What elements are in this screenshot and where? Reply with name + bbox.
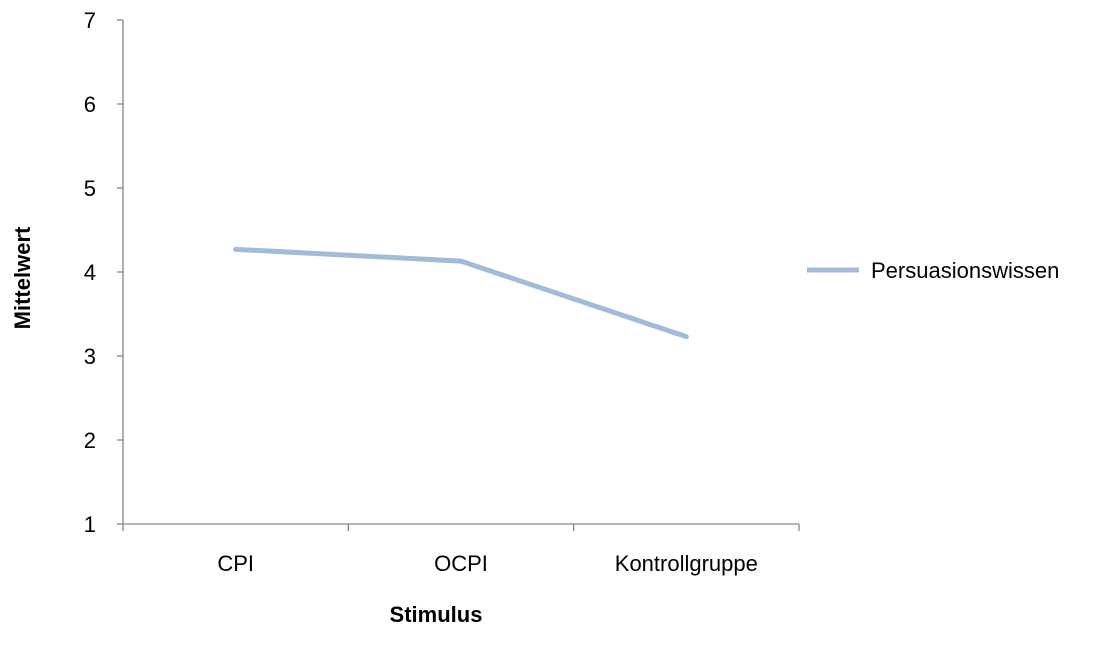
x-tick-label: OCPI xyxy=(434,551,488,576)
x-axis: CPI OCPI Kontrollgruppe xyxy=(122,523,800,576)
y-axis-title: Mittelwert xyxy=(10,226,35,329)
y-tick-label: 3 xyxy=(84,344,96,369)
series-line xyxy=(233,246,689,340)
y-tick-label: 1 xyxy=(84,512,96,537)
y-tick-label: 6 xyxy=(84,92,96,117)
x-axis-title: Stimulus xyxy=(390,602,483,627)
x-tick-label: Kontrollgruppe xyxy=(615,551,758,576)
y-tick-label: 2 xyxy=(84,428,96,453)
y-tick-label: 5 xyxy=(84,176,96,201)
y-tick-label: 4 xyxy=(84,260,96,285)
series-layer xyxy=(233,246,689,340)
y-axis: 1 2 3 4 5 6 7 xyxy=(84,8,124,537)
y-tick-label: 7 xyxy=(84,8,96,33)
legend-label: Persuasionswissen xyxy=(871,258,1059,283)
legend: Persuasionswissen xyxy=(807,258,1059,283)
x-tick-label: CPI xyxy=(217,551,254,576)
